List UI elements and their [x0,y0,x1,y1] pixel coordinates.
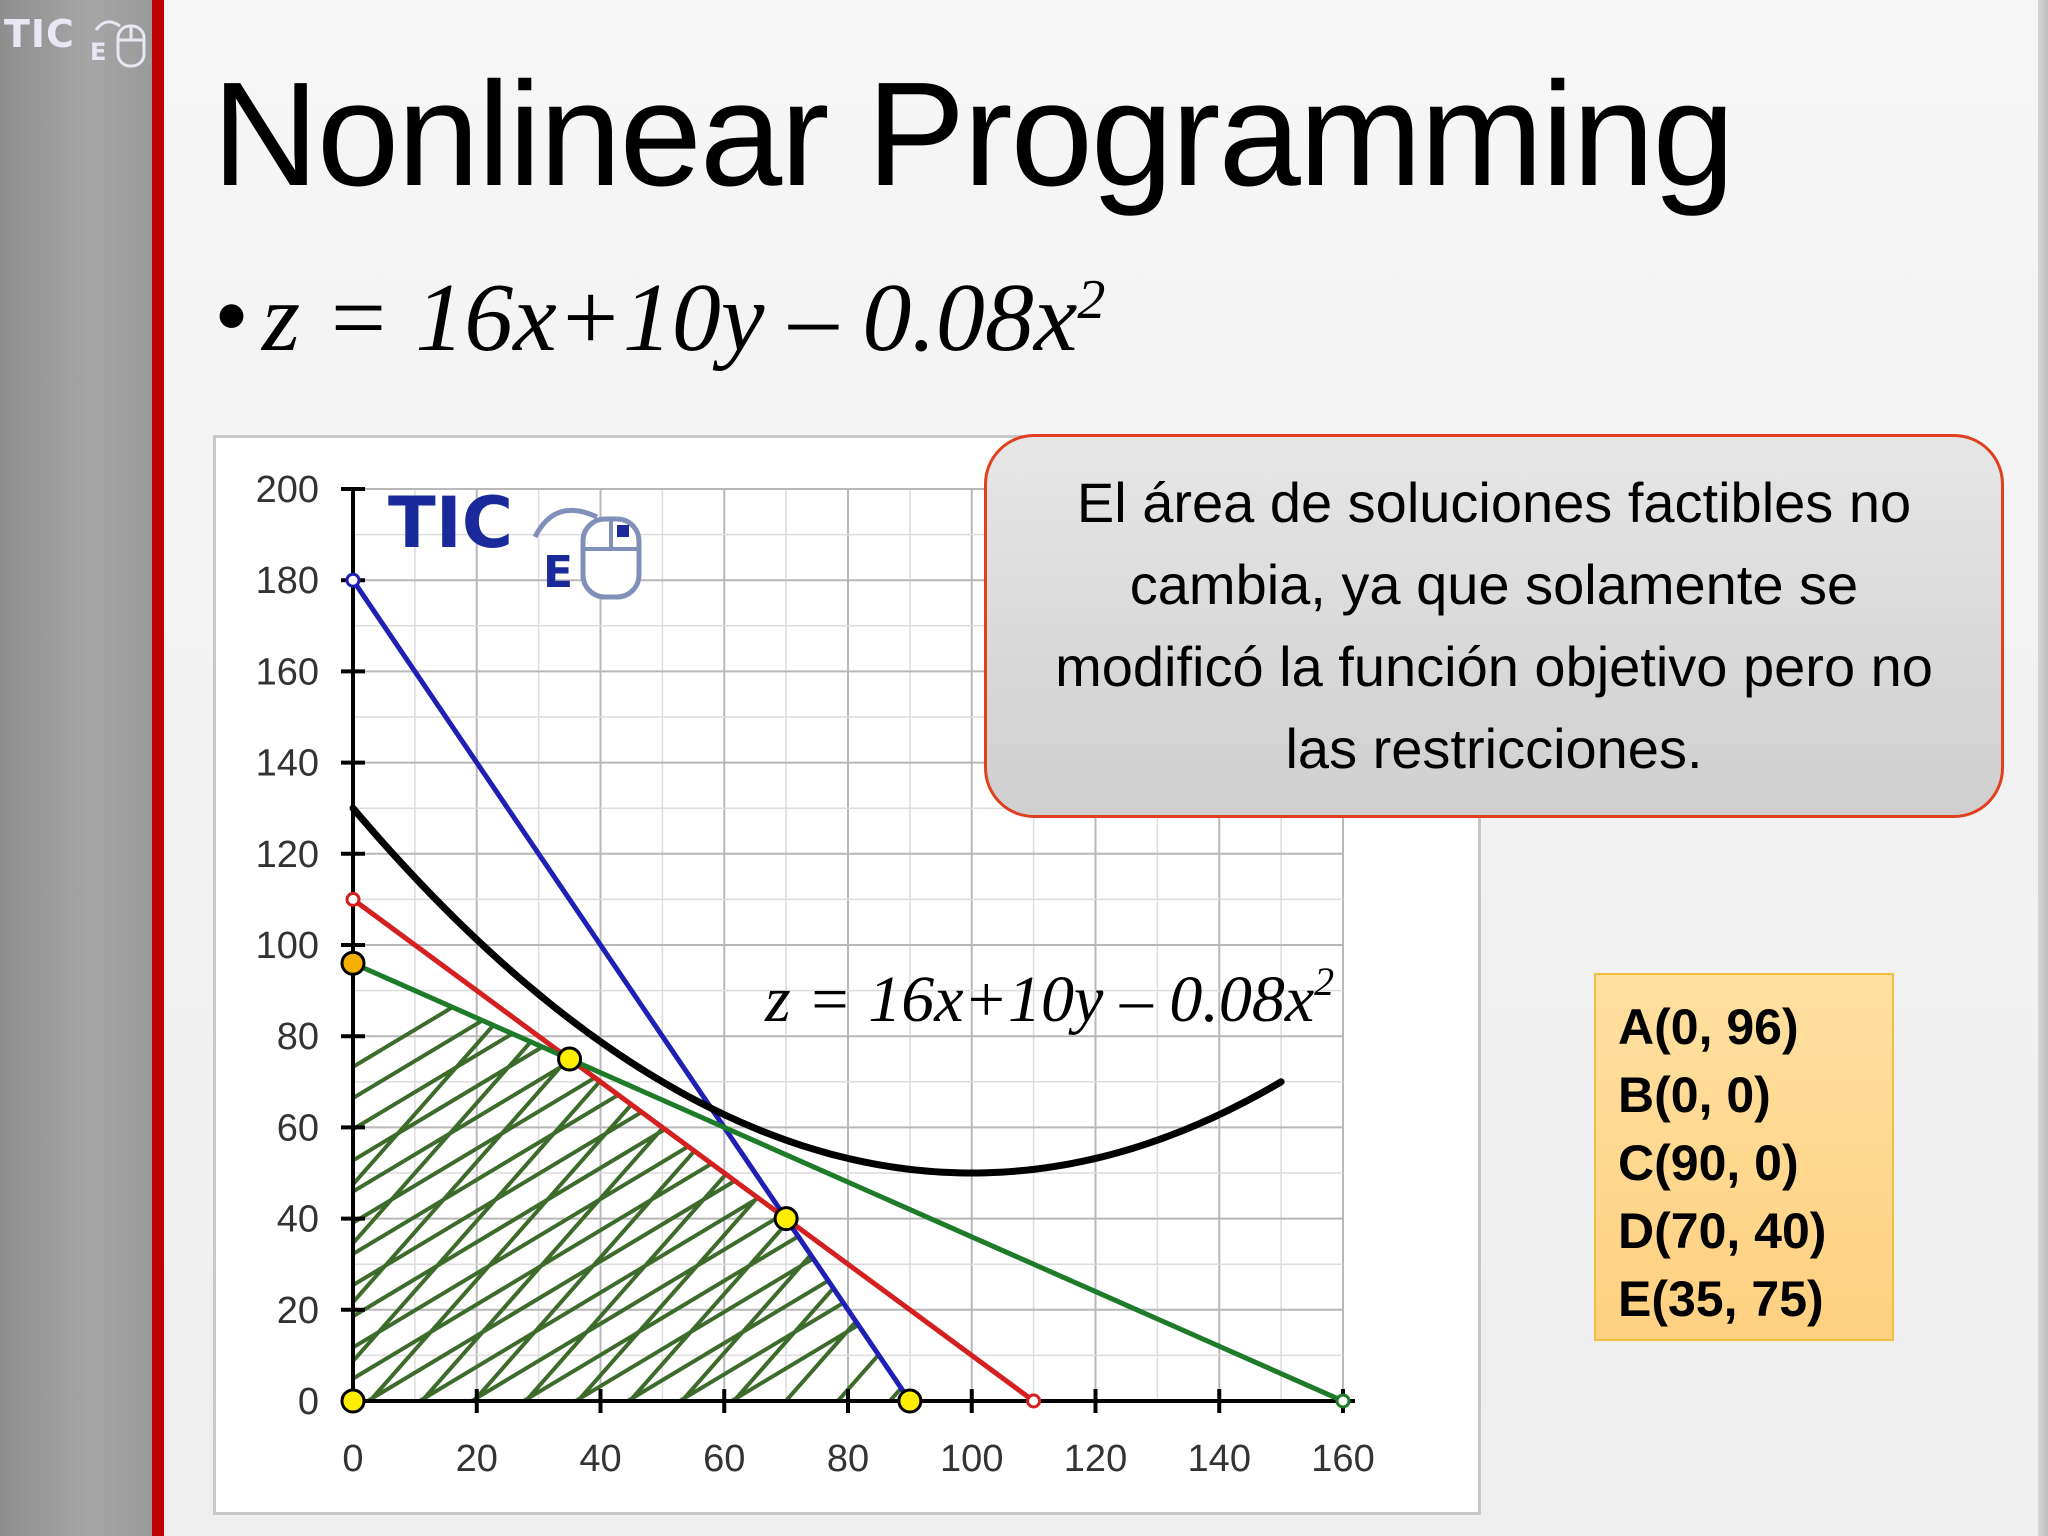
watermark-mouse-cord [532,507,599,539]
y-tick-label: 180 [256,560,319,602]
vertex-b [340,1388,366,1414]
y-tick-label: 60 [277,1107,319,1149]
watermark-text: TIC [388,482,513,564]
y-tick-label: 20 [277,1290,319,1332]
line-endpoint [1026,1393,1042,1409]
x-tick-label: 80 [827,1438,869,1480]
mouse-icon [94,20,146,68]
nonlinear-chart: 0 20 40 60 80 100 120 140 160 0 20 40 60 80 100 120 140 1… [256,469,1375,1480]
x-tick-label: 160 [1311,1438,1374,1480]
x-tick-label: 100 [940,1438,1003,1480]
vertex-label-e: E(35, 75) [1618,1271,1824,1327]
chart-grid [352,488,1344,1402]
bullet-marker: • [214,260,250,371]
vertex-list-box: A(0, 96) B(0, 0) C(90, 0) D(70, 40) E(35… [1594,973,1894,1341]
line-endpoint [1335,1393,1351,1409]
chart-vertices [340,950,923,1414]
x-tick-label: 0 [342,1438,363,1480]
y-tick-label: 140 [256,743,319,785]
svg-text:z = 16x+10y – 0.08x2: z = 16x+10y – 0.08x2 [764,959,1334,1036]
constraint-line-1 [351,897,1036,1404]
y-tick-label: 120 [256,834,319,876]
y-tick-label: 100 [256,925,319,967]
y-tick-label: 200 [256,469,319,511]
y-tick-label: 0 [298,1381,319,1423]
formula-exponent: 2 [1077,269,1106,331]
line-endpoint [345,572,361,588]
objective-curve [349,804,1285,1177]
callout-text: El área de soluciones factibles no cambi… [1055,471,1933,780]
y-tick-label: 160 [256,651,319,693]
left-sidebar-band [0,0,152,1536]
curve-label: z = 16x+10y – 0.08x2 [764,959,1334,1036]
chart-watermark: TIC E [388,482,642,600]
y-tick-label: 80 [277,1016,319,1058]
vertex-label-b: B(0, 0) [1618,1067,1771,1123]
x-tick-label: 60 [703,1438,745,1480]
formula-main: z = 16x+10y – 0.08x [262,264,1078,372]
x-tick-label: 140 [1188,1438,1251,1480]
constraint-line-2 [351,960,1345,1404]
red-accent-line [152,0,164,1536]
objective-formula: z = 16x+10y – 0.08x2 [262,262,1105,374]
curve-label-main: z = 16x+10y – 0.08x [764,963,1314,1036]
line-endpoint [345,891,361,907]
vertex-a [340,950,366,976]
slide-title: Nonlinear Programming [212,52,1735,217]
right-edge-band [2038,0,2048,1536]
callout-note: El área de soluciones factibles no cambi… [984,434,2004,818]
vertex-c [897,1388,923,1414]
chart-ticks: 0 20 40 60 80 100 120 140 160 0 20 40 60 80 100 120 140 1… [256,469,1375,1480]
vertex-label-c: C(90, 0) [1618,1135,1799,1191]
constraint-line-0 [350,578,912,1403]
vertex-label-a: A(0, 96) [1618,999,1799,1055]
x-tick-label: 120 [1064,1438,1127,1480]
corner-logo-subscript: E [90,38,107,66]
vertex-d [773,1206,799,1232]
y-tick-label: 40 [277,1199,319,1241]
x-tick-label: 20 [456,1438,498,1480]
corner-logo: TIC E [4,8,150,68]
vertex-label-d: D(70, 40) [1618,1203,1827,1259]
vertex-e [557,1046,583,1072]
watermark-subscript: E [543,547,573,598]
x-tick-label: 40 [579,1438,621,1480]
curve-label-exponent: 2 [1314,959,1334,1004]
corner-logo-text: TIC [4,12,75,56]
